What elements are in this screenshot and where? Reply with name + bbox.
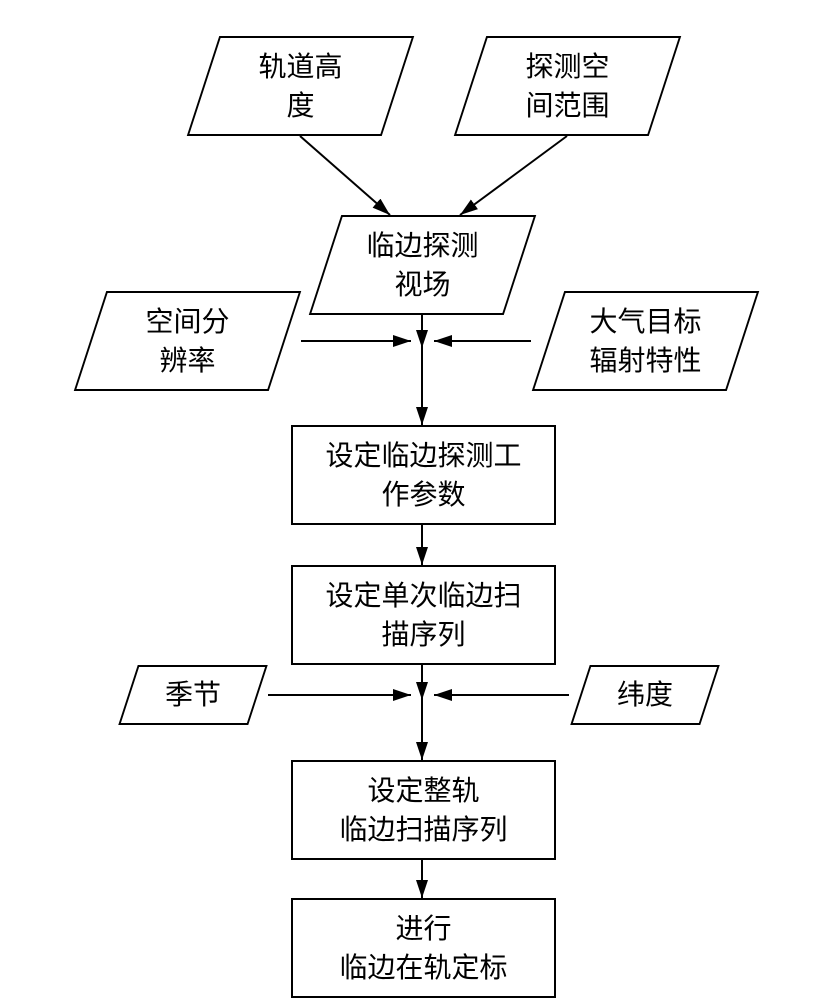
node-label: 临边探测视场 [366,226,478,304]
node-atmos-radiation: 大气目标辐射特性 [548,291,743,391]
node-latitude: 纬度 [580,665,710,725]
node-label: 大气目标辐射特性 [589,302,701,380]
node-label: 纬度 [617,675,673,714]
node-label: 进行临边在轨定标 [339,909,507,987]
node-label: 设定整轨临边扫描序列 [339,771,507,849]
node-season: 季节 [128,665,258,725]
node-orbit-altitude: 轨道高度 [203,36,398,136]
node-set-full-orbit-scan: 设定整轨临边扫描序列 [291,760,556,860]
node-limb-onorbit-calib: 进行临边在轨定标 [291,898,556,998]
node-spatial-resolution: 空间分辨率 [90,291,285,391]
node-set-single-scan: 设定单次临边扫描序列 [291,565,556,665]
node-label: 季节 [165,675,221,714]
node-set-limb-params: 设定临边探测工作参数 [291,425,556,525]
node-limb-fov: 临边探测视场 [325,215,520,315]
node-label: 空间分辨率 [145,302,229,380]
node-label: 设定单次临边扫描序列 [325,576,521,654]
node-detection-range: 探测空间范围 [470,36,665,136]
node-label: 轨道高度 [258,47,342,125]
node-label: 设定临边探测工作参数 [325,436,521,514]
node-label: 探测空间范围 [525,47,609,125]
